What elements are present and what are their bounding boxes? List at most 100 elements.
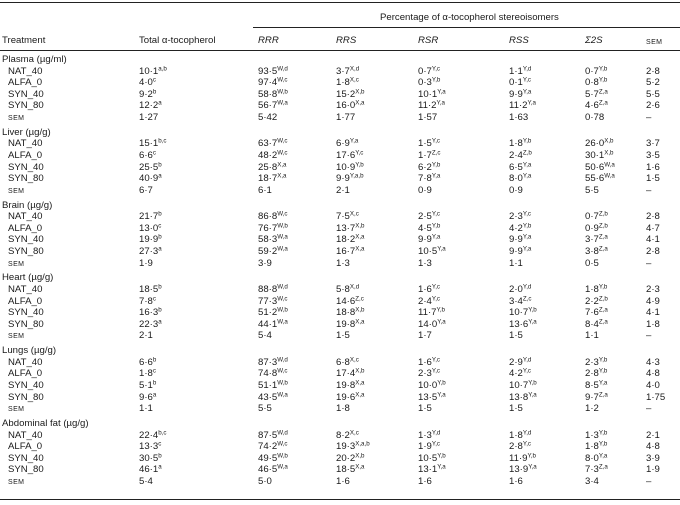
cell-rrr: 77·3W,c (258, 295, 288, 306)
cell-value: 13·9 (509, 464, 529, 476)
cell-rsr: 14·0Y,a (418, 319, 446, 330)
cell-value: 14·0 (418, 318, 438, 330)
cell-value: 63·7 (258, 138, 278, 150)
cell-superscript: X,a (355, 233, 365, 241)
cell-value: 46·1 (139, 464, 159, 476)
sem-total: 1·27 (139, 112, 159, 123)
cell-total: 40·9a (139, 173, 162, 184)
cell-value: 74·2 (258, 441, 278, 453)
cell-sem: 2·6 (646, 100, 660, 111)
cell-superscript: X,b (355, 367, 365, 375)
cell-superscript: X,b (355, 88, 365, 96)
cell-rrr: 46·5W,a (258, 464, 288, 475)
col-total-header: Total α-tocopherol (139, 35, 216, 46)
cell-superscript: Z,a (598, 391, 608, 399)
cell-sem: 1·5 (646, 173, 660, 184)
cell-rss: 1·8Y,b (509, 138, 531, 149)
cell-sem: 2·3 (646, 284, 660, 295)
cell-value: 4·1 (646, 307, 660, 319)
header-rule (0, 50, 680, 51)
cell-superscript: X,a (355, 391, 365, 399)
sem-total: 6·7 (139, 184, 153, 196)
sem-row-label: SEM (8, 115, 25, 122)
cell-value: 7·5 (336, 211, 350, 223)
cell-superscript: Y,b (598, 429, 608, 437)
cell-superscript: W,b (277, 452, 288, 460)
cell-superscript: W,c (277, 137, 288, 145)
cell-sum2s: 3·7Z,a (585, 234, 608, 245)
cell-value: 58·8 (258, 88, 278, 100)
cell-rrs: 14·6Z,c (336, 295, 364, 306)
cell-value: 10·1 (139, 65, 159, 77)
cell-value: 13·5 (418, 391, 438, 403)
cell-value: 7·8 (418, 173, 432, 185)
cell-superscript: X,b (355, 306, 365, 314)
cell-rrr: 97·4W,c (258, 77, 288, 88)
cell-superscript: Y,a (598, 379, 608, 387)
cell-superscript: a (158, 172, 162, 180)
cell-superscript: W,a (277, 391, 288, 399)
cell-superscript: X,c (349, 210, 359, 218)
sem-rss: 0·9 (509, 184, 523, 196)
sem-rrr: 5·42 (258, 112, 278, 123)
cell-superscript: W,a (277, 245, 288, 253)
cell-rss: 9·9Y,a (509, 234, 531, 245)
cell-superscript: Y,a (349, 137, 359, 145)
cell-rsr: 2·5Y,c (418, 211, 440, 222)
cell-superscript: Y,c (355, 149, 364, 157)
cell-value: 16·3 (139, 307, 159, 319)
cell-superscript: W,a (277, 233, 288, 241)
cell-superscript: Z,a (598, 88, 608, 96)
cell-total: 5·1b (139, 380, 156, 391)
cell-total: 46·1a (139, 464, 162, 475)
treatment-label: SYN_40 (8, 452, 44, 464)
cell-sem: 4·8 (646, 368, 660, 379)
treatment-label: ALFA_0 (8, 368, 43, 380)
sem-rsr: 1·57 (418, 112, 438, 123)
cell-sem: 5·5 (646, 89, 660, 100)
cell-value: 49·5 (258, 452, 278, 464)
sem-row-label: SEM (8, 187, 25, 195)
cell-value: 18·5 (139, 284, 159, 295)
sem-row-label: SEM (8, 260, 25, 268)
cell-superscript: X,a (355, 379, 365, 387)
cell-value: 86·8 (258, 211, 278, 223)
cell-superscript: a (158, 318, 162, 326)
cell-value: 5·8 (336, 284, 350, 295)
cell-value: 4·8 (646, 368, 660, 380)
cell-rrr: 59·2W,a (258, 246, 288, 257)
sem-rrr: 6·1 (258, 184, 272, 196)
cell-total: 30·5b (139, 453, 162, 464)
group-rule (253, 27, 680, 28)
cell-rsr: 10·5Y,a (418, 246, 446, 257)
cell-rss: 3·4Z,c (509, 295, 531, 306)
cell-superscript: W,b (277, 306, 288, 314)
sem-rrs: 1·77 (336, 112, 356, 123)
cell-superscript: Y,b (431, 76, 441, 84)
cell-superscript: b (158, 452, 162, 460)
treatment-label: SYN_80 (8, 173, 44, 185)
cell-superscript: Y,b (355, 161, 364, 169)
cell-value: 1·6 (646, 161, 660, 173)
top-rule (0, 2, 680, 3)
cell-rrr: 43·5W,a (258, 391, 288, 402)
cell-rsr: 2·4Y,c (418, 295, 440, 306)
cell-superscript: c (152, 149, 156, 157)
cell-superscript: Y,b (598, 356, 608, 364)
cell-sem: 3·9 (646, 453, 660, 464)
treatment-label: SYN_40 (8, 88, 44, 100)
cell-value: 9·9 (509, 246, 523, 257)
cell-value: 6·2 (418, 161, 432, 173)
cell-rsr: 0·7Y,c (418, 65, 440, 76)
col-rss-header: RSS (509, 35, 529, 46)
cell-sem: 2·8 (646, 211, 660, 222)
cell-superscript: a (158, 463, 162, 471)
cell-rsr: 9·9Y,a (418, 234, 440, 245)
cell-value: 18·2 (336, 234, 356, 246)
cell-value: 2·8 (646, 246, 660, 257)
cell-value: 22·4 (139, 429, 159, 441)
cell-value: 51·2 (258, 307, 278, 319)
cell-rsr: 7·8Y,a (418, 173, 440, 184)
cell-superscript: Y,a (522, 233, 532, 241)
cell-sem: 5·2 (646, 77, 660, 88)
